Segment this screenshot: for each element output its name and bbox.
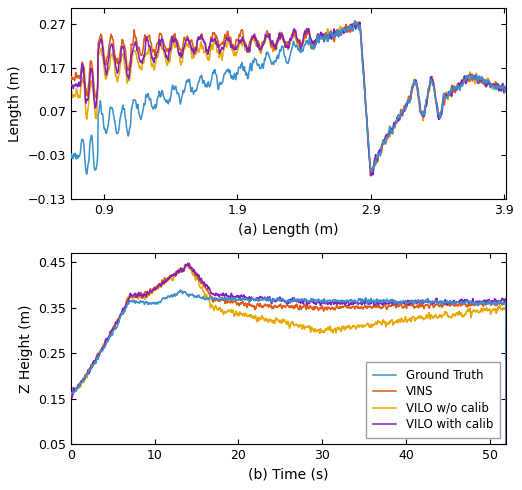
VILO with calib — [126, 296, 132, 302]
VINS — [185, 260, 191, 266]
Ground Truth — [141, 301, 148, 307]
VILO with calib — [257, 294, 263, 299]
VINS — [215, 296, 221, 302]
Legend: Ground Truth, VINS, VILO w/o calib, VILO with calib: Ground Truth, VINS, VILO w/o calib, VILO… — [366, 362, 501, 439]
Y-axis label: Length (m): Length (m) — [8, 66, 22, 142]
VILO with calib — [503, 464, 509, 469]
VILO w/o calib — [257, 316, 263, 321]
Line: VILO with calib: VILO with calib — [71, 264, 506, 466]
Ground Truth — [503, 463, 509, 468]
VINS — [126, 295, 132, 301]
Line: Ground Truth: Ground Truth — [71, 290, 506, 466]
X-axis label: (b) Time (s): (b) Time (s) — [248, 467, 329, 482]
VINS — [141, 291, 148, 296]
VINS — [503, 464, 509, 470]
VILO with calib — [306, 300, 312, 306]
VINS — [68, 391, 74, 397]
Line: VILO w/o calib: VILO w/o calib — [71, 265, 506, 465]
Ground Truth — [126, 301, 132, 307]
X-axis label: (a) Length (m): (a) Length (m) — [239, 222, 339, 237]
VINS — [257, 300, 263, 306]
VILO w/o calib — [215, 306, 221, 312]
VILO w/o calib — [68, 390, 74, 396]
Ground Truth — [68, 391, 74, 397]
VILO w/o calib — [126, 294, 132, 300]
VILO with calib — [141, 292, 148, 297]
VINS — [297, 302, 303, 308]
Ground Truth — [257, 297, 263, 303]
Ground Truth — [297, 298, 303, 304]
VILO w/o calib — [306, 325, 312, 331]
Ground Truth — [215, 296, 221, 302]
Y-axis label: Z Height (m): Z Height (m) — [19, 305, 33, 393]
VILO with calib — [68, 391, 74, 396]
VILO with calib — [186, 261, 192, 267]
VILO with calib — [297, 300, 303, 306]
Line: VINS: VINS — [71, 263, 506, 467]
VILO w/o calib — [297, 322, 303, 328]
VILO w/o calib — [184, 262, 191, 268]
Ground Truth — [306, 298, 312, 304]
Ground Truth — [177, 287, 184, 293]
VILO w/o calib — [141, 295, 148, 301]
VINS — [306, 305, 312, 311]
VILO with calib — [215, 291, 221, 297]
VILO w/o calib — [503, 462, 509, 468]
